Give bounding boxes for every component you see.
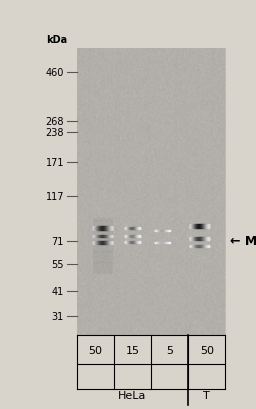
Text: 15: 15 — [125, 345, 140, 355]
Text: 460: 460 — [46, 68, 64, 78]
Text: 41: 41 — [52, 286, 64, 296]
Text: 71: 71 — [52, 236, 64, 246]
Text: 50: 50 — [88, 345, 102, 355]
Text: 5: 5 — [166, 345, 173, 355]
Text: 171: 171 — [46, 157, 64, 167]
Text: ← MID1: ← MID1 — [230, 235, 256, 248]
Text: 117: 117 — [46, 191, 64, 201]
Text: T: T — [203, 390, 210, 400]
Text: HeLa: HeLa — [118, 390, 147, 400]
Text: 55: 55 — [51, 259, 64, 270]
Text: 268: 268 — [46, 117, 64, 127]
Text: 238: 238 — [46, 127, 64, 137]
Text: 31: 31 — [52, 311, 64, 321]
Text: kDa: kDa — [46, 35, 67, 45]
Text: 50: 50 — [200, 345, 214, 355]
